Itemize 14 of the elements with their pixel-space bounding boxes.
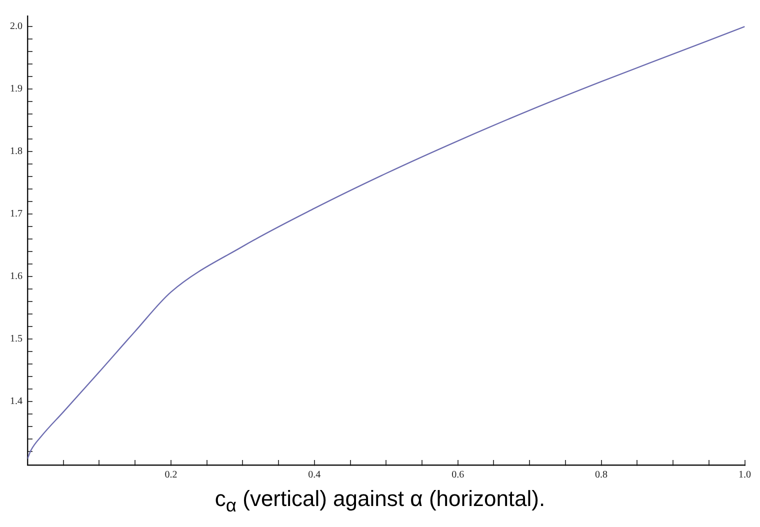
y-tick-label: 1.5 bbox=[10, 333, 22, 344]
y-tick-label: 1.7 bbox=[10, 208, 22, 220]
x-tick-label: 0.4 bbox=[308, 470, 321, 481]
x-tick-label: 0.6 bbox=[452, 470, 464, 481]
y-tick-label: 1.6 bbox=[10, 271, 22, 282]
y-tick-label: 1.4 bbox=[10, 396, 22, 407]
y-tick-label: 1.9 bbox=[10, 84, 22, 95]
y-tick-label: 2.0 bbox=[10, 21, 22, 32]
text: c$_{α}$ (vertical) against α (horizontal). bbox=[214, 486, 546, 516]
y-tick-label: 1.8 bbox=[10, 146, 22, 158]
line-series bbox=[28, 26, 745, 460]
x-tick-label: 1.0 bbox=[738, 470, 751, 481]
x-tick-label: 0.2 bbox=[164, 470, 178, 481]
x-tick-label: 0.8 bbox=[595, 470, 608, 481]
